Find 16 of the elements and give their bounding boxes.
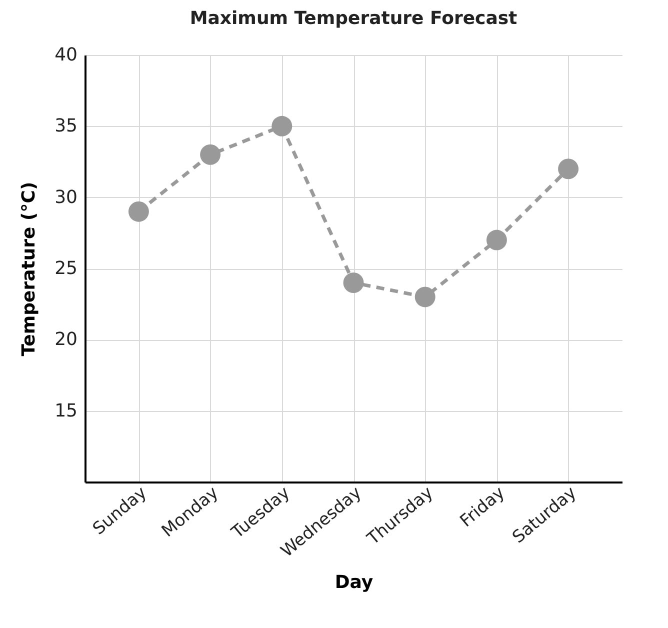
x-axis-title: Day (334, 572, 374, 594)
y-tick-label: 20 (54, 329, 78, 350)
y-tick-label: 15 (54, 400, 78, 422)
point (272, 116, 292, 136)
y-axis-title: Temperature (°C) (18, 182, 40, 356)
point (200, 144, 221, 165)
point (558, 158, 579, 180)
point (486, 230, 507, 250)
point (128, 201, 149, 222)
y-tick-label: 25 (54, 258, 78, 279)
point (343, 272, 364, 293)
point (414, 286, 436, 308)
chart-title: Maximum Temperature Forecast (190, 8, 518, 29)
y-tick-label: 40 (54, 44, 78, 66)
y-tick-label: 35 (54, 116, 78, 137)
y-tick-label: 30 (54, 186, 78, 208)
